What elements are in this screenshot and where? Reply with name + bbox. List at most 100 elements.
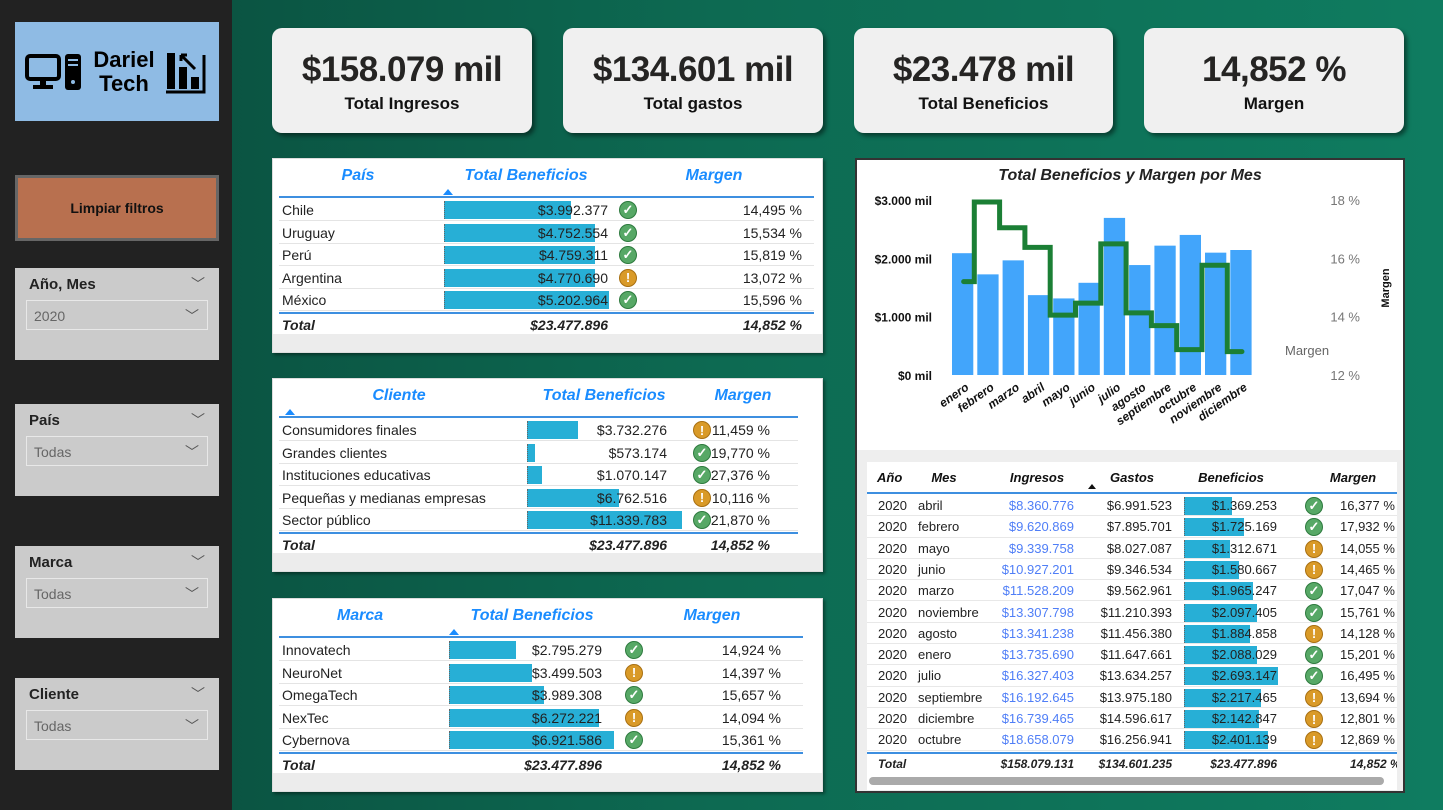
check-circle-icon: ✓ xyxy=(1305,603,1323,622)
kpi-card: $134.601 mil Total gastos xyxy=(563,28,823,133)
slicer-dropdown[interactable]: Todas ﹀ xyxy=(26,710,208,740)
slicer-dropdown[interactable]: 2020 ﹀ xyxy=(26,300,208,330)
column-header[interactable]: Margen xyxy=(683,607,741,624)
table-row[interactable]: Instituciones educativas $1.070.147 ✓ 27,37… xyxy=(279,464,798,486)
table-row[interactable]: 2020 mayo $9.339.758 $8.027.087 $1.312.671! 1… xyxy=(867,538,1397,559)
row-margin: 14,397 % xyxy=(721,664,781,681)
row-margin: 15,657 % xyxy=(721,687,781,703)
slicer-title: Cliente xyxy=(29,686,80,703)
row-margin: 10,116 % xyxy=(711,489,770,506)
column-header[interactable]: Total Beneficios xyxy=(542,387,666,404)
row-label: Argentina xyxy=(282,269,342,286)
year-cell: 2020 xyxy=(878,732,907,748)
table-row[interactable]: 2020 octubre $18.658.079 $16.256.941 $2.401.… xyxy=(867,729,1397,751)
month-cell: febrero xyxy=(918,519,960,535)
column-header[interactable]: Marca xyxy=(336,607,384,624)
sidebar: Dariel Tech Limpiar filtros Año, Mes ﹀ 202… xyxy=(0,0,232,810)
table-row[interactable]: 2020 junio $10.927.201 $9.346.534 $1.580.667… xyxy=(867,559,1397,581)
table-row[interactable]: Innovatech $2.795.279 ✓ 14,924 % xyxy=(279,639,803,661)
column-header[interactable]: Gastos xyxy=(1109,470,1155,485)
gastos-cell: $6.991.523 xyxy=(1106,498,1172,513)
row-label: Innovatech xyxy=(282,642,351,658)
row-margin: 14,495 % xyxy=(742,202,802,218)
column-header[interactable]: Total Beneficios xyxy=(470,607,594,624)
row-value: $5.202.964 xyxy=(537,292,608,308)
bar-diciembre xyxy=(1230,250,1252,375)
table-row[interactable]: 2020 septiembre $16.192.645 $13.975.180 $2.2… xyxy=(867,687,1397,708)
slicer-dropdown[interactable]: Todas ﹀ xyxy=(26,578,208,608)
total-value: $23.477.896 xyxy=(589,537,667,553)
column-header[interactable]: Margen xyxy=(714,387,772,404)
row-margin: 19,770 % xyxy=(710,444,770,461)
data-bar xyxy=(1184,582,1253,601)
table-row[interactable]: Chile $3.992.377 ✓ 14,495 % xyxy=(279,199,814,221)
bar-agosto xyxy=(1129,265,1151,375)
sort-asc-icon[interactable] xyxy=(1088,484,1096,489)
table-row[interactable]: Uruguay $4.752.554 ✓ 15,534 % xyxy=(279,222,814,244)
check-circle-icon: ✓ xyxy=(693,466,711,484)
row-label: Grandes clientes xyxy=(282,444,388,461)
table-row[interactable]: Perú $4.759.311 ✓ 15,819 % xyxy=(279,244,814,266)
column-header[interactable]: Margen xyxy=(1329,470,1377,485)
clear-filters-button[interactable]: Limpiar filtros xyxy=(15,175,219,241)
table-row[interactable]: 2020 noviembre $13.307.798 $11.210.393 $2.09… xyxy=(867,602,1397,623)
gastos-cell: $11.647.661 xyxy=(1100,647,1172,663)
sort-asc-icon[interactable] xyxy=(443,189,453,195)
year-cell: 2020 xyxy=(878,625,907,641)
row-label: Perú xyxy=(282,247,312,263)
margen-cell: 13,694 % xyxy=(1340,689,1395,705)
column-header[interactable]: Ingresos xyxy=(1009,470,1065,485)
data-bar xyxy=(1184,667,1278,686)
table-row[interactable]: NexTec $6.272.221! 14,094 % xyxy=(279,707,803,729)
month-cell: octubre xyxy=(918,732,962,748)
column-header[interactable]: Beneficios xyxy=(1198,470,1264,485)
table-row[interactable]: 2020 abril $8.360.776 $6.991.523 $1.369.253 ✓… xyxy=(867,495,1397,517)
slicer-2: Marca ﹀ Todas ﹀ xyxy=(15,546,219,638)
table-row[interactable]: 2020 diciembre $16.739.465 $14.596.617 $2.14… xyxy=(867,708,1397,730)
table-row[interactable]: 2020 febrero $9.620.869 $7.895.701 $1.725.16… xyxy=(867,516,1397,538)
table-row[interactable]: Grandes clientes $573.174 ✓ 19,770 % xyxy=(279,442,798,464)
y-right-tick: 18 % xyxy=(1330,193,1360,208)
table-row[interactable]: OmegaTech $3.989.308 ✓ 15,657 % xyxy=(279,684,803,706)
warning-icon: ! xyxy=(1305,560,1323,579)
year-cell: 2020 xyxy=(878,498,907,513)
chevron-down-icon[interactable]: ﹀ xyxy=(191,554,205,570)
row-value: $6.272.221 xyxy=(531,709,602,726)
column-header[interactable]: Cliente xyxy=(372,387,426,404)
table-row[interactable]: NeuroNet $3.499.503! 14,397 % xyxy=(279,662,803,684)
row-value: $2.795.279 xyxy=(531,642,602,658)
table-row[interactable]: 2020 agosto $13.341.238 $11.456.380 $1.884.8… xyxy=(867,623,1397,645)
table-row[interactable]: 2020 marzo $11.528.209 $9.562.961 $1.965.247… xyxy=(867,580,1397,602)
sort-asc-icon[interactable] xyxy=(449,629,459,635)
chevron-down-icon[interactable]: ﹀ xyxy=(191,276,205,292)
horizontal-scrollbar[interactable] xyxy=(869,777,1384,785)
row-value: $6.762.516 xyxy=(596,489,667,506)
data-bar xyxy=(444,223,595,242)
kpi-value: 14,852 % xyxy=(1202,50,1346,89)
warning-icon: ! xyxy=(619,268,637,287)
table-row[interactable]: 2020 enero $13.735.690 $11.647.661 $2.088.02… xyxy=(867,644,1397,666)
computer-icon xyxy=(25,53,81,90)
year-cell: 2020 xyxy=(878,668,907,684)
row-value: $573.174 xyxy=(608,444,667,461)
column-header[interactable]: Año xyxy=(877,470,903,485)
total-row: Total $158.079.131 $134.601.235 $23.477.896… xyxy=(867,752,1397,773)
table-row[interactable]: Cybernova $6.921.586 ✓ 15,361 % xyxy=(279,729,803,751)
total-value: $23.477.896 xyxy=(524,757,602,773)
column-header[interactable]: Margen xyxy=(685,167,743,184)
chevron-down-icon[interactable]: ﹀ xyxy=(191,686,205,702)
table-row[interactable]: Sector público $11.339.783 ✓ 21,870 % xyxy=(279,509,798,531)
table-row[interactable]: 2020 julio $16.327.403 $13.634.257 $2.693.14… xyxy=(867,665,1397,687)
column-header[interactable]: País xyxy=(341,167,375,184)
sort-asc-icon[interactable] xyxy=(285,409,295,415)
column-header[interactable]: Total Beneficios xyxy=(464,167,588,184)
slicer-dropdown[interactable]: Todas ﹀ xyxy=(26,436,208,466)
table-row[interactable]: Pequeñas y medianas empresas $6.762.516! 1… xyxy=(279,487,798,509)
data-bar xyxy=(1184,646,1257,665)
table-row[interactable]: Argentina $4.770.690! 13,072 % xyxy=(279,267,814,289)
chevron-down-icon[interactable]: ﹀ xyxy=(191,412,205,428)
monthly-panel: Total Beneficios y Margen por Mes $0 mil $… xyxy=(855,158,1405,793)
table-row[interactable]: Consumidores finales $3.732.276! 11,459 % xyxy=(279,419,798,441)
table-row[interactable]: México $5.202.964 ✓ 15,596 % xyxy=(279,289,814,311)
column-header[interactable]: Mes xyxy=(931,470,957,485)
